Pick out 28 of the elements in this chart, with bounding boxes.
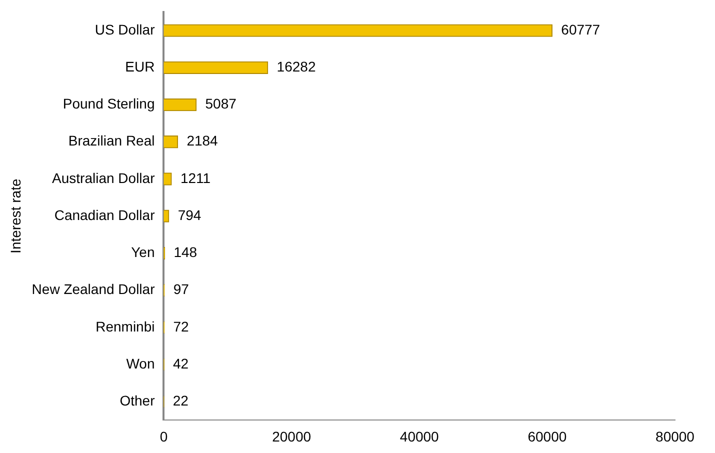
y-tick-label: Other [120, 392, 156, 409]
y-tick-label: Pound Sterling [62, 96, 155, 112]
y-tick-label: Renminbi [96, 318, 155, 334]
y-tick-label: Won [126, 355, 155, 372]
data-label: 22 [172, 392, 189, 409]
y-tick-label: EUR [125, 58, 155, 75]
x-tick-label: 20000 [272, 428, 312, 444]
data-label: 5087 [205, 96, 237, 112]
data-label: 148 [174, 244, 198, 260]
data-label: 2184 [186, 132, 218, 149]
data-label: 60777 [561, 21, 600, 38]
data-label: 1211 [180, 170, 211, 186]
x-tick-label: 40000 [400, 428, 440, 444]
data-label: 72 [173, 318, 189, 334]
data-label: 42 [173, 355, 189, 372]
data-label: 16282 [276, 58, 316, 75]
data-label: 97 [173, 281, 190, 298]
y-tick-label: Yen [131, 244, 155, 260]
y-tick-label: Australian Dollar [52, 170, 156, 186]
x-tick-label: 80000 [656, 428, 695, 444]
x-tick-label: 60000 [528, 428, 567, 444]
y-tick-label: Canadian Dollar [54, 206, 156, 223]
y-axis-title: Interest rate [7, 178, 24, 254]
y-tick-label: US Dollar [94, 21, 156, 38]
y-tick-label: Brazilian Real [68, 132, 155, 149]
y-tick-label: New Zealand Dollar [32, 281, 156, 298]
data-label: 794 [178, 206, 202, 223]
x-tick-label: 0 [160, 428, 168, 444]
